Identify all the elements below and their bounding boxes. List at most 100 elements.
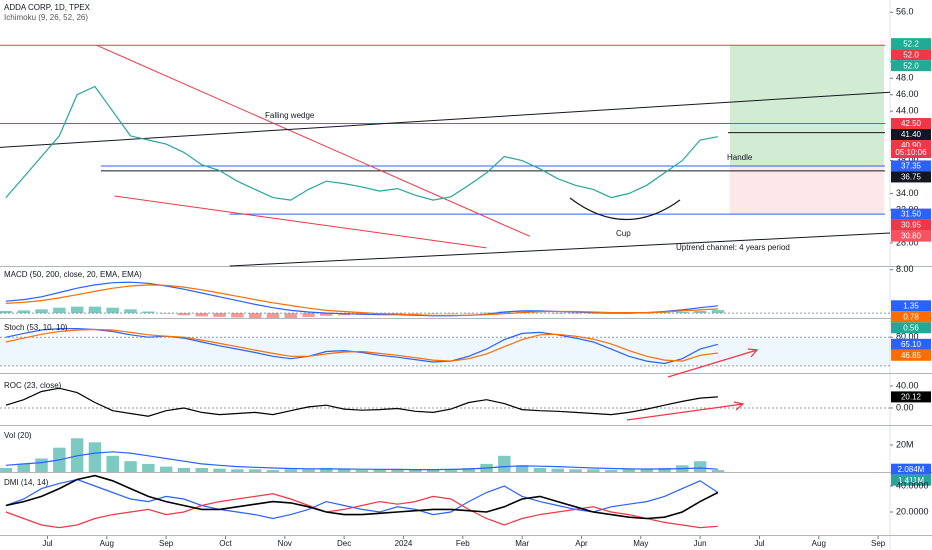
bar [0, 310, 13, 314]
bar [70, 438, 84, 472]
series-line [5, 284, 718, 316]
price-label-box [891, 391, 931, 403]
bar [658, 312, 671, 314]
bar [106, 307, 119, 314]
annotation: Falling wedge [265, 111, 315, 120]
series-line [5, 328, 719, 365]
price-label: 2.084M [898, 465, 925, 474]
bar [213, 313, 226, 317]
bar [177, 467, 191, 472]
panel-title: DMI (14, 14) [4, 478, 49, 487]
bar [462, 313, 475, 314]
bar [569, 469, 582, 472]
x-tick-label: Dec [337, 539, 351, 548]
price-label-box [891, 322, 931, 334]
bar [177, 313, 191, 316]
price-label-box [891, 171, 931, 183]
series-line [5, 493, 718, 529]
bar [711, 310, 725, 314]
y-tick-label: 38.00 [896, 155, 919, 165]
annotation: Cup [616, 229, 631, 238]
price-label-box [891, 311, 931, 323]
roc-arrow [626, 401, 745, 421]
cup-arc [569, 197, 681, 221]
y-tick-label: 44.00 [896, 106, 919, 116]
x-tick-label: Aug [812, 539, 826, 548]
annotation: Handle [727, 153, 753, 162]
bar [391, 313, 404, 314]
price-label: 0.78 [903, 312, 919, 321]
price-label-box [891, 349, 931, 361]
bar [604, 469, 618, 472]
price-label-box [891, 219, 931, 231]
price-label: 20.12 [901, 393, 922, 402]
x-tick-label: Nov [278, 539, 292, 548]
series-line [5, 451, 718, 471]
bar [444, 469, 458, 472]
trend-line [0, 91, 891, 148]
bar [533, 312, 547, 314]
bar [195, 313, 208, 317]
y-tick-label: 20M [896, 439, 914, 449]
series-line [5, 85, 719, 201]
bar [587, 313, 600, 314]
bar [426, 469, 440, 472]
y-tick-label: 56.0 [896, 7, 914, 17]
y-tick-label: 28.00 [896, 237, 919, 247]
price-label: 37.35 [901, 162, 922, 171]
bar [693, 461, 707, 472]
y-tick-label: 34.00 [896, 188, 919, 198]
bar [0, 467, 13, 472]
price-label-box [891, 129, 931, 141]
bar [711, 470, 725, 472]
x-tick-label: Jun [694, 539, 707, 548]
panel-title: Vol (20) [4, 431, 32, 440]
bar [88, 306, 102, 314]
price-label: 1.411M [898, 476, 924, 485]
price-label: 52.0 [903, 61, 919, 70]
bar [676, 312, 689, 314]
bar [17, 463, 30, 472]
y-tick-label: 0.00 [896, 402, 914, 412]
price-label: 31.50 [901, 210, 922, 219]
bar [195, 467, 208, 472]
series-line [5, 474, 719, 520]
bar [409, 469, 422, 472]
bar [302, 469, 315, 472]
trend-line [229, 232, 891, 267]
x-tick-label: Aug [100, 539, 114, 548]
bar [373, 469, 386, 472]
bar [159, 313, 173, 314]
bar [480, 312, 493, 314]
price-label-box [891, 118, 931, 130]
bar [462, 467, 475, 472]
series-line [5, 478, 719, 520]
stop-zone [729, 165, 885, 215]
x-tick-label: Oct [219, 539, 232, 548]
bar [231, 313, 244, 318]
bar [693, 310, 707, 314]
panel-title: ROC (23, close) [4, 381, 62, 390]
price-label-box [891, 463, 931, 475]
price-label: 52.2 [903, 39, 919, 48]
price-label: 1.35 [903, 301, 919, 310]
price-label: 46.85 [901, 351, 922, 360]
bar [320, 467, 333, 472]
bar [533, 467, 547, 472]
bar [53, 307, 66, 314]
x-tick-label: May [633, 539, 648, 548]
bar [266, 313, 280, 318]
bar [640, 313, 653, 314]
bar [515, 465, 529, 472]
bar [124, 309, 137, 314]
price-label-box [891, 60, 931, 72]
x-tick-label: Sep [871, 539, 886, 548]
bar [569, 313, 582, 314]
price-label-box [891, 300, 931, 312]
x-tick-label: Sep [159, 539, 174, 548]
price-label: 30.80 [901, 232, 922, 241]
panel-subtitle: Ichimoku (9, 26, 52, 26) [4, 13, 88, 22]
price-label: 65.10 [901, 340, 922, 349]
